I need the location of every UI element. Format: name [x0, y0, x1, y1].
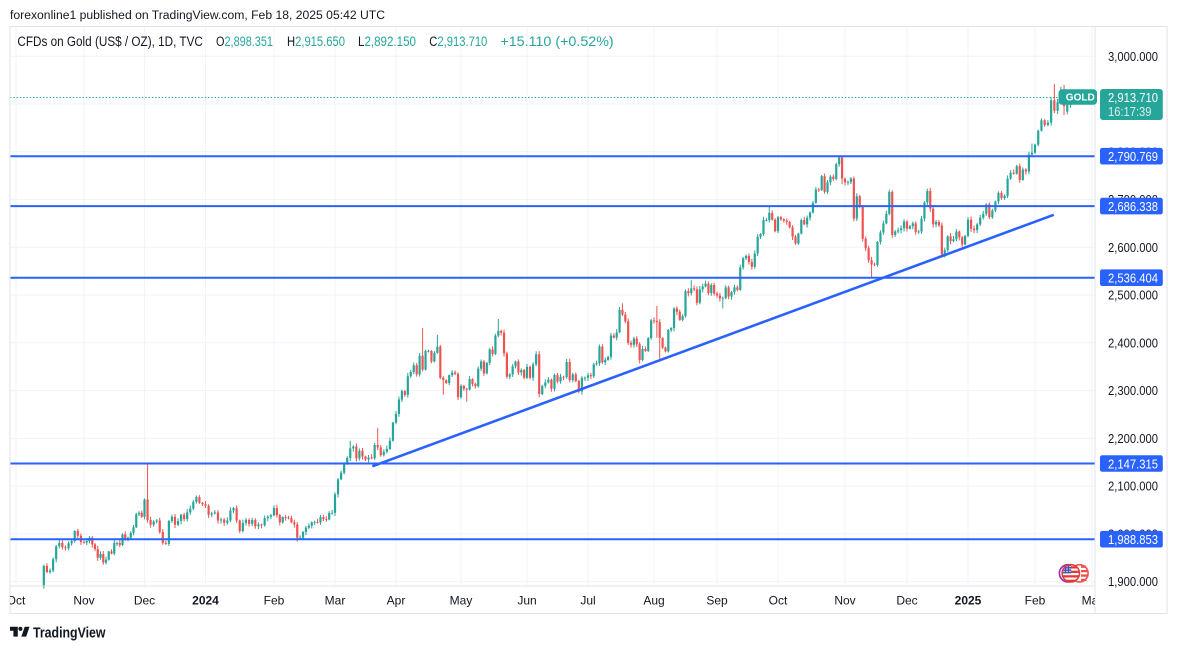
svg-text:TradingView: TradingView: [33, 626, 106, 642]
svg-text:2,147.315: 2,147.315: [1108, 456, 1158, 471]
svg-text:2,790.769: 2,790.769: [1108, 149, 1158, 164]
svg-text:2,500.000: 2,500.000: [1108, 289, 1158, 303]
svg-text:C2,913.710: C2,913.710: [429, 34, 487, 49]
svg-text:2,200.000: 2,200.000: [1108, 432, 1158, 446]
svg-text:2024: 2024: [192, 593, 219, 607]
svg-text:O2,898.351: O2,898.351: [216, 34, 273, 49]
svg-text:+15.110 (+0.52%): +15.110 (+0.52%): [500, 34, 613, 49]
svg-text:Apr: Apr: [387, 593, 406, 607]
svg-text:Dec: Dec: [134, 593, 155, 607]
svg-text:GOLD: GOLD: [1066, 92, 1095, 104]
svg-text:May: May: [450, 593, 473, 607]
svg-text:CFDs on Gold (US$ / OZ), 1D, T: CFDs on Gold (US$ / OZ), 1D, TVC: [17, 34, 203, 49]
svg-text:H2,915.650: H2,915.650: [287, 34, 345, 49]
svg-text:3,000.000: 3,000.000: [1108, 50, 1158, 64]
svg-text:Oct: Oct: [769, 593, 788, 607]
svg-text:2,600.000: 2,600.000: [1108, 241, 1158, 255]
svg-text:Mar: Mar: [1082, 593, 1103, 607]
svg-text:2,913.710: 2,913.710: [1108, 90, 1158, 105]
svg-text:Nov: Nov: [73, 593, 94, 607]
svg-text:Feb: Feb: [264, 593, 285, 607]
svg-text:2,400.000: 2,400.000: [1108, 336, 1158, 350]
svg-text:Dec: Dec: [896, 593, 917, 607]
svg-text:Nov: Nov: [834, 593, 855, 607]
svg-text:1,900.000: 1,900.000: [1108, 575, 1158, 589]
svg-text:Aug: Aug: [643, 593, 664, 607]
svg-text:forexonline1 published on Trad: forexonline1 published on TradingView.co…: [10, 10, 385, 22]
svg-text:2,536.404: 2,536.404: [1108, 271, 1158, 286]
svg-text:16:17:39: 16:17:39: [1108, 105, 1152, 119]
svg-text:Jul: Jul: [580, 593, 595, 607]
svg-text:Oct: Oct: [7, 593, 26, 607]
svg-text:2,300.000: 2,300.000: [1108, 384, 1158, 398]
svg-text:Feb: Feb: [1025, 593, 1046, 607]
svg-text:2,100.000: 2,100.000: [1108, 480, 1158, 494]
svg-text:Mar: Mar: [325, 593, 346, 607]
svg-text:1,988.853: 1,988.853: [1108, 532, 1158, 547]
svg-text:Sep: Sep: [706, 593, 728, 607]
svg-text:2025: 2025: [955, 593, 982, 607]
svg-text:2,686.338: 2,686.338: [1108, 199, 1158, 214]
svg-text:L2,892.150: L2,892.150: [358, 34, 416, 49]
svg-text:Jun: Jun: [517, 593, 536, 607]
